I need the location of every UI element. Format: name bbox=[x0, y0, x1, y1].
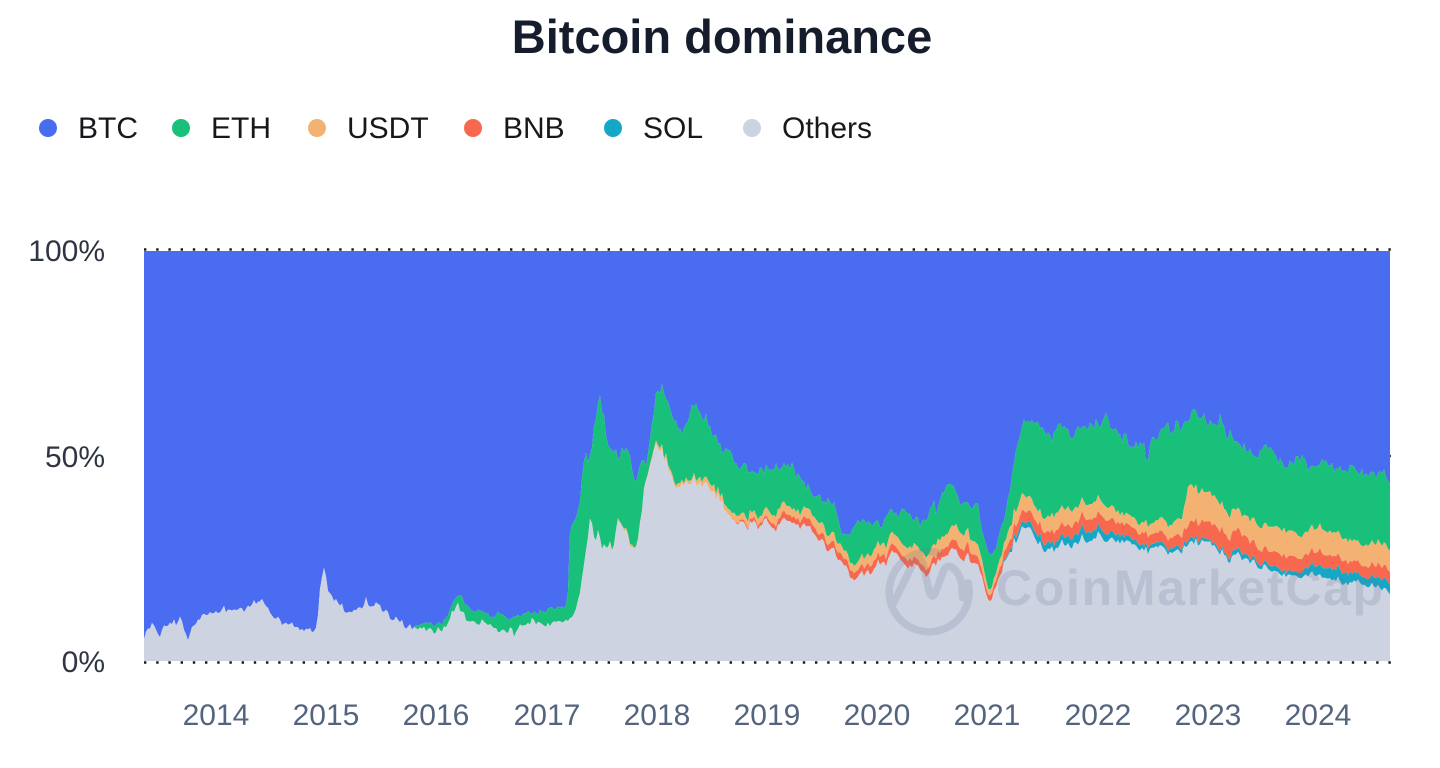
svg-text:2014: 2014 bbox=[183, 699, 250, 732]
svg-text:2023: 2023 bbox=[1175, 699, 1242, 732]
svg-text:2019: 2019 bbox=[734, 699, 801, 732]
svg-text:ETH: ETH bbox=[211, 112, 271, 145]
svg-text:2016: 2016 bbox=[403, 699, 470, 732]
svg-text:USDT: USDT bbox=[347, 112, 429, 145]
svg-text:Bitcoin dominance: Bitcoin dominance bbox=[512, 10, 932, 63]
svg-text:2021: 2021 bbox=[954, 699, 1021, 732]
svg-text:0%: 0% bbox=[62, 646, 105, 679]
svg-text:100%: 100% bbox=[28, 235, 105, 268]
svg-text:2024: 2024 bbox=[1285, 699, 1352, 732]
svg-text:CoinMarketCap: CoinMarketCap bbox=[996, 560, 1385, 616]
svg-text:2020: 2020 bbox=[844, 699, 911, 732]
svg-text:2018: 2018 bbox=[624, 699, 691, 732]
svg-text:50%: 50% bbox=[45, 441, 105, 474]
svg-text:2015: 2015 bbox=[293, 699, 360, 732]
svg-text:Others: Others bbox=[782, 112, 872, 145]
svg-text:BTC: BTC bbox=[78, 112, 138, 145]
svg-text:2017: 2017 bbox=[514, 699, 581, 732]
svg-text:SOL: SOL bbox=[643, 112, 703, 145]
svg-text:BNB: BNB bbox=[503, 112, 565, 145]
svg-text:2022: 2022 bbox=[1065, 699, 1132, 732]
